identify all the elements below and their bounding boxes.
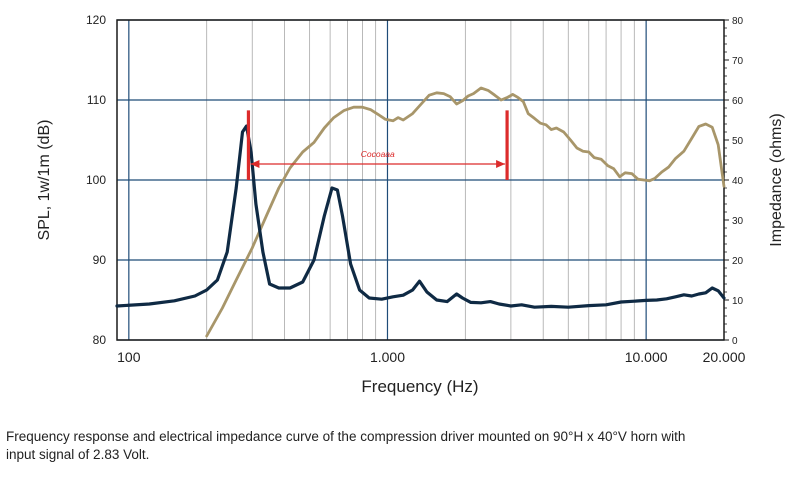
y-left-tick-label: 100 — [86, 173, 106, 187]
caption-line-2: input signal of 2.83 Volt. — [6, 447, 150, 462]
x-axis-ticks: 100 1.000 10.000 20.000 — [117, 349, 745, 365]
bandwidth-marker: Cocoaaa — [246, 110, 509, 180]
y-left-tick-label: 80 — [93, 333, 107, 347]
y-right-tick-label: 60 — [732, 96, 744, 107]
y-right-tick-label: 0 — [732, 336, 738, 347]
y-left-tick-label: 90 — [93, 253, 107, 267]
left-axis-ticks: 80 90 100 110 120 — [86, 13, 106, 347]
y-right-tick-label: 10 — [732, 296, 744, 307]
y-right-tick-label: 20 — [732, 256, 744, 267]
series-layer — [115, 86, 726, 338]
x-tick-label: 100 — [117, 349, 141, 365]
y-right-tick-label: 80 — [732, 16, 744, 27]
y-left-tick-label: 120 — [86, 13, 106, 27]
y-right-tick-label: 40 — [732, 176, 744, 187]
x-tick-label: 10.000 — [625, 349, 668, 365]
y-right-tick-label: 70 — [732, 56, 744, 67]
impedance-curve — [115, 124, 726, 309]
right-axis-ticks: 0 10 20 30 40 50 60 70 80 — [724, 16, 744, 347]
y-right-tick-label: 50 — [732, 136, 744, 147]
y-right-tick-label: 30 — [732, 216, 744, 227]
marker-label: Cocoaaa — [361, 149, 395, 159]
frequency-response-chart: Cocoaaa 80 90 100 110 120 0 10 20 30 40 50 60 70 80 … — [36, 13, 785, 396]
marker-arrow-right — [496, 160, 506, 168]
x-tick-label: 1.000 — [370, 349, 405, 365]
y-left-tick-label: 110 — [87, 93, 106, 107]
spl-curve — [205, 86, 726, 338]
marker-arrow-left — [250, 160, 260, 168]
x-axis-label: Frequency (Hz) — [361, 377, 478, 396]
grid — [117, 19, 725, 341]
caption-line-1: Frequency response and electrical impeda… — [6, 429, 686, 444]
x-tick-label: 20.000 — [703, 349, 746, 365]
y-left-axis-label: SPL, 1w/1m (dB) — [36, 120, 53, 241]
y-right-axis-label: Impedance (ohms) — [768, 113, 785, 246]
figure-caption: Frequency response and electrical impeda… — [6, 428, 786, 464]
